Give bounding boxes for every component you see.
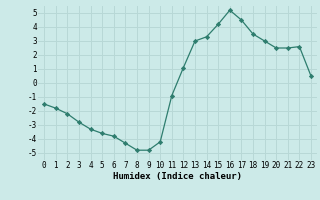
X-axis label: Humidex (Indice chaleur): Humidex (Indice chaleur) [113, 172, 242, 181]
